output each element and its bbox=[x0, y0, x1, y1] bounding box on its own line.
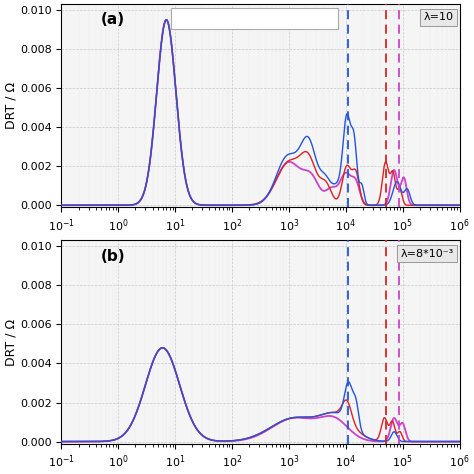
Y-axis label: DRT / Ω: DRT / Ω bbox=[4, 82, 17, 129]
Text: λ=8*10⁻³: λ=8*10⁻³ bbox=[401, 248, 454, 259]
Text: λ=10: λ=10 bbox=[424, 12, 454, 22]
Text: (a): (a) bbox=[101, 12, 125, 27]
Text: (b): (b) bbox=[101, 248, 126, 264]
Y-axis label: DRT / Ω: DRT / Ω bbox=[4, 319, 17, 365]
Bar bbox=[171, 8, 338, 28]
